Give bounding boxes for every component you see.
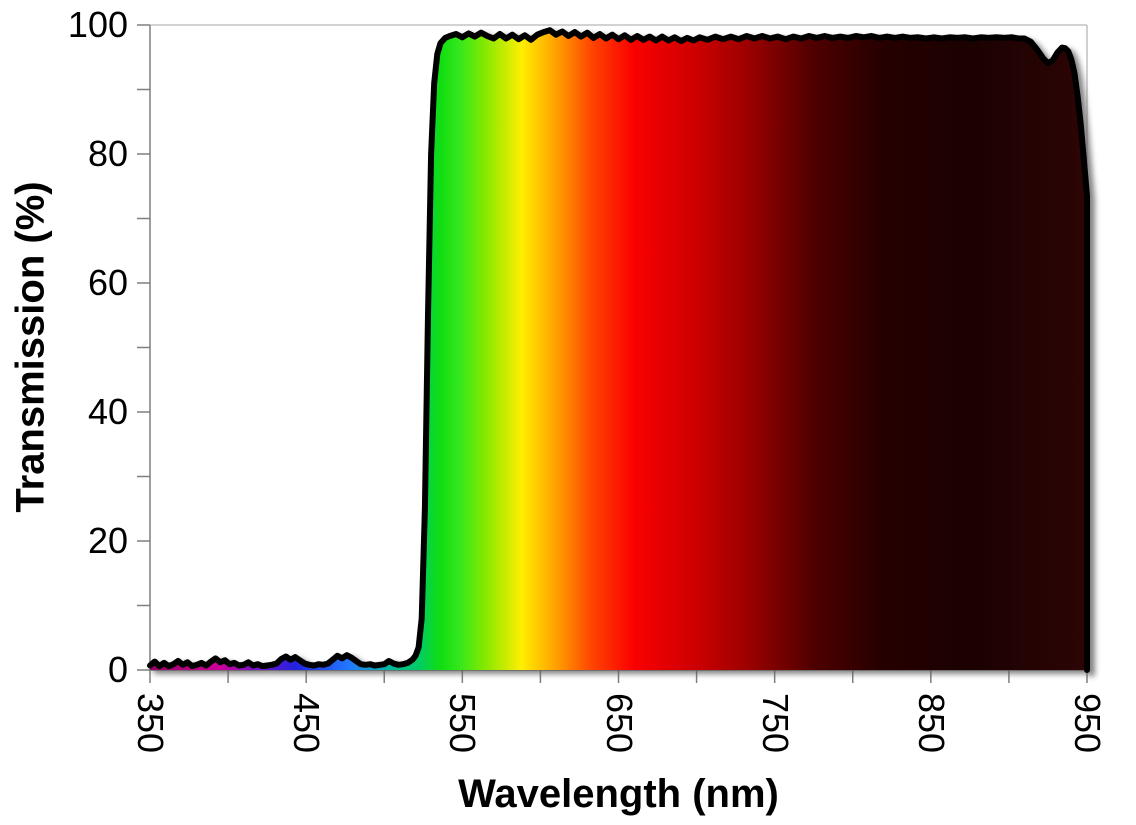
y-tick-label: 0	[107, 649, 128, 690]
y-tick-label: 40	[87, 391, 128, 432]
x-tick-label: 650	[598, 692, 640, 754]
x-tick-label: 850	[910, 692, 952, 754]
y-tick-label: 80	[87, 133, 128, 174]
x-tick-label: 350	[130, 692, 171, 754]
transmission-curve	[147, 27, 1090, 673]
x-tick-label: 450	[286, 692, 328, 754]
y-tick-label: 20	[87, 520, 128, 561]
x-tick-label: 550	[442, 692, 484, 754]
y-axis-title: Transmission (%)	[8, 181, 53, 513]
y-tick-label: 100	[67, 4, 128, 45]
spectrum-fill	[150, 30, 1087, 670]
x-axis-title: Wavelength (nm)	[458, 772, 779, 816]
spectrum-area-series	[147, 27, 1090, 673]
x-tick-label: 950	[1067, 692, 1108, 754]
x-tick-label: 750	[754, 692, 796, 754]
plot-area	[147, 25, 1090, 673]
y-tick-label: 60	[87, 262, 128, 303]
filter-transmission-series	[147, 27, 1090, 673]
